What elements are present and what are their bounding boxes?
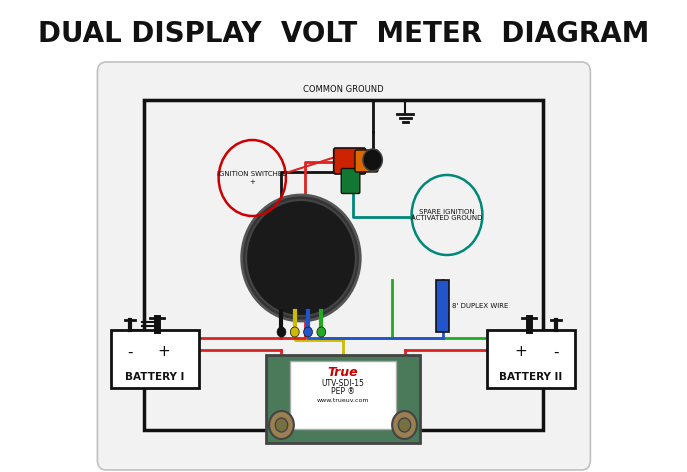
Bar: [144, 100, 543, 430]
Bar: [487, 330, 575, 388]
Circle shape: [269, 411, 294, 439]
Circle shape: [277, 327, 286, 337]
Text: DUAL DISPLAY  VOLT  METER  DIAGRAM: DUAL DISPLAY VOLT METER DIAGRAM: [38, 20, 649, 48]
Circle shape: [304, 327, 313, 337]
Text: -: -: [127, 345, 133, 360]
Circle shape: [363, 149, 383, 171]
FancyBboxPatch shape: [334, 148, 365, 174]
Text: True: True: [327, 365, 358, 379]
Text: +: +: [157, 345, 170, 360]
Circle shape: [392, 411, 417, 439]
Text: BATTERY II: BATTERY II: [499, 372, 563, 382]
Text: SPARE IGNITION
ACTIVATED GROUND: SPARE IGNITION ACTIVATED GROUND: [412, 209, 483, 221]
Bar: [291, 361, 396, 429]
Text: BATTERY I: BATTERY I: [125, 372, 185, 382]
Circle shape: [291, 327, 300, 337]
FancyBboxPatch shape: [98, 62, 590, 470]
Text: -: -: [553, 345, 559, 360]
Circle shape: [398, 418, 411, 432]
Bar: [266, 355, 420, 443]
Circle shape: [275, 418, 288, 432]
Ellipse shape: [242, 195, 360, 321]
Bar: [436, 280, 449, 332]
Text: +: +: [514, 345, 527, 360]
Text: www.trueuv.com: www.trueuv.com: [316, 398, 369, 404]
Ellipse shape: [246, 200, 356, 316]
Text: IGNITION SWITCHED
+: IGNITION SWITCHED +: [217, 171, 288, 185]
Circle shape: [317, 327, 326, 337]
Text: COMMON GROUND: COMMON GROUND: [303, 85, 384, 94]
Text: UTV-SDI-15: UTV-SDI-15: [321, 379, 364, 388]
FancyBboxPatch shape: [341, 169, 360, 194]
FancyBboxPatch shape: [355, 150, 378, 172]
Text: 8' DUPLEX WIRE: 8' DUPLEX WIRE: [452, 303, 508, 309]
Text: PEP ®: PEP ®: [330, 388, 354, 396]
Bar: [111, 330, 199, 388]
